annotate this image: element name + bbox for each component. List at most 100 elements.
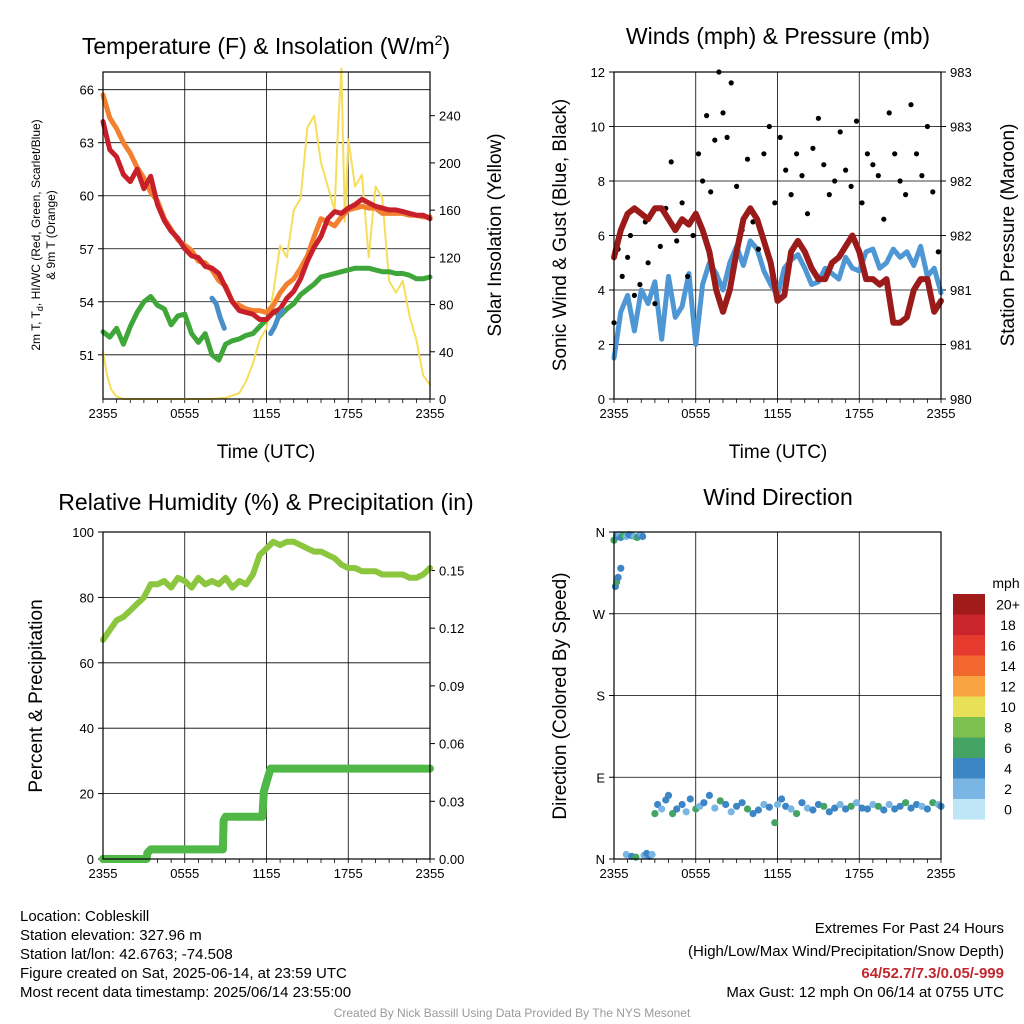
x-tick-label: 2355 [600,406,629,421]
y-tick-label: 8 [598,174,605,189]
direction-point [678,800,686,809]
heat-index-line [268,308,286,337]
wind-gust-point [908,102,914,108]
y-tick-label: 10 [591,120,605,135]
winds-plot-frame [613,71,942,400]
y-tick-label: 63 [80,136,94,151]
x-tick-label: 2355 [89,406,118,421]
pressure-y2-axis-label: Station Pressure (Maroon) [998,124,1019,347]
y-tick-label: 100 [72,525,94,540]
legend-swatch [953,614,985,635]
wind-gust-point [788,192,794,198]
wind-gust-point [892,151,898,157]
direction-point [733,802,741,810]
direction-point [673,805,681,813]
x-tick-label: 2355 [89,866,118,881]
direction-point [858,804,866,812]
legend-swatch [953,778,985,799]
station-location: Location: Cobleskill [20,908,150,925]
legend-swatch [953,594,985,615]
wind-gust-point [704,113,710,119]
humidity-y-axis-label: Percent & Precipitation [26,599,47,792]
legend-label: 16 [1000,637,1016,653]
y-tick-label: 12 [591,65,605,80]
wind-gust-point [712,137,718,143]
temperature-grid [98,72,435,403]
y-tick-label: N [596,525,605,540]
direction-point [765,803,773,811]
temperature-panel-title: Temperature (F) & Insolation (W/m2) [82,32,450,59]
legend-swatch [953,635,985,656]
y-tick-label: 20 [80,787,94,802]
legend-label: 10 [1000,699,1016,715]
direction-point [771,819,779,827]
wind-gust-point [886,110,892,116]
direction-point [738,799,746,807]
y-tick-label: 80 [80,590,94,605]
station-elevation: Station elevation: 327.96 m [20,927,202,944]
wind-gust-point [685,273,691,279]
direction-point [798,799,806,807]
direction-point [651,810,659,818]
direction-point [722,800,730,809]
wind-gust-point [853,118,860,124]
wind-gust-point [848,183,854,189]
y-tick-label: 60 [80,656,94,671]
direction-point [891,805,899,813]
direction-y-axis-label: Direction (Colored By Speed) [550,572,571,819]
y2-tick-label: 980 [950,392,972,407]
direction-point [754,806,763,814]
wind-gust-point [777,134,783,140]
speed-color-legend: mph 20+ 18 16 14 12 10 8 6 4 2 0 [953,575,1020,820]
legend-swatch [953,758,985,779]
direction-point [658,805,666,813]
direction-point [918,802,926,810]
direction-point [682,808,690,816]
direction-point [727,808,735,816]
legend-label: 20+ [996,596,1020,612]
humidity-series [99,538,434,863]
precipitation-line [99,764,434,863]
direction-point [874,802,882,810]
wind-gust-point [700,178,706,184]
max-gust: Max Gust: 12 mph On 06/14 at 0755 UTC [726,984,1004,1001]
extremes-values: 64/52.7/7.3/0.05/-999 [861,965,1004,982]
winds-grid [609,71,946,403]
legend-label: 12 [1000,678,1016,694]
direction-point [716,797,724,805]
temperature-y-axis-label-line2: & 9m T (Orange) [44,190,58,280]
wind-gust-point [695,151,702,157]
direction-point [902,799,910,807]
temperature-y-axis-label: 2m T, Td, HI/WC (Red, Green, Scarlet/Blu… [29,119,45,350]
wind-gust-point [750,219,756,225]
y2-tick-label: 982 [950,229,972,244]
direction-panel-title: Wind Direction [703,484,853,510]
y2-tick-label: 981 [950,283,972,298]
wind-gust-point [652,301,658,307]
direction-point [787,805,795,813]
wind-gust-point [761,151,767,157]
direction-point [632,853,640,861]
wind-gust-point [913,151,920,157]
direction-point [773,800,782,809]
humidity-panel: Relative Humidity (%) & Precipitation (i… [26,489,474,881]
y2-tick-label: 983 [950,120,972,135]
x-tick-label: 1155 [253,866,281,881]
figure-created: Figure created on Sat, 2025-06-14, at 23… [20,965,347,982]
wind-gust-point [794,151,800,157]
x-tick-label: 0555 [170,406,199,421]
direction-point [836,800,844,809]
y-tick-label: 40 [80,721,94,736]
legend-label: 6 [1004,740,1012,756]
wind-gust-point [815,115,822,121]
direction-point [782,802,790,810]
direction-point [896,802,904,810]
y2-tick-label: 120 [439,250,461,265]
direction-point [923,805,932,813]
wind-gust-point [821,162,827,168]
direction-point [669,810,677,818]
y-tick-label: 2 [598,338,605,353]
legend-swatch [953,799,985,820]
direction-point [648,850,656,859]
y-tick-label: 6 [598,229,605,244]
